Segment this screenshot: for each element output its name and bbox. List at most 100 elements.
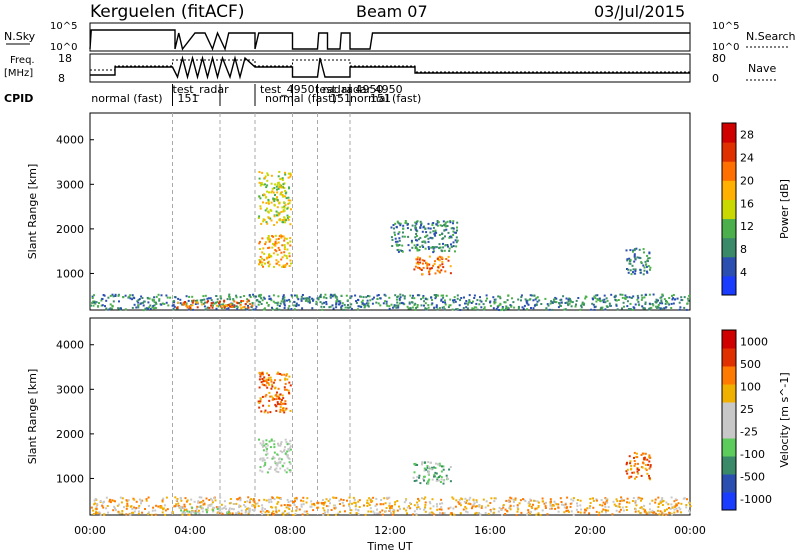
scatter-point — [649, 478, 652, 481]
scatter-point — [423, 259, 426, 262]
nave-label: Nave — [748, 62, 776, 75]
scatter-point — [657, 303, 660, 306]
scatter-point — [393, 304, 396, 307]
scatter-point — [368, 497, 371, 500]
scatter-point — [437, 221, 440, 224]
scatter-point — [659, 510, 662, 513]
scatter-point — [601, 299, 604, 302]
scatter-point — [415, 479, 418, 482]
scatter-point — [270, 505, 273, 508]
scatter-point — [503, 301, 506, 304]
scatter-point — [440, 506, 443, 509]
scatter-point — [235, 305, 238, 308]
x-tick-label: 12:00 — [374, 524, 406, 537]
scatter-point — [283, 251, 286, 254]
scatter-point — [662, 499, 665, 502]
scatter-point — [295, 305, 298, 308]
scatter-point — [191, 509, 194, 512]
scatter-point — [173, 301, 176, 304]
scatter-point — [518, 502, 521, 505]
scatter-point — [446, 476, 449, 479]
scatter-point — [262, 201, 264, 204]
scatter-point — [176, 504, 178, 507]
scatter-point — [263, 252, 266, 255]
scatter-point — [564, 503, 567, 506]
scatter-point — [229, 498, 232, 500]
scatter-point — [424, 297, 427, 300]
scatter-point — [253, 295, 255, 298]
scatter-point — [265, 202, 268, 205]
scatter-point — [538, 299, 541, 302]
scatter-point — [244, 501, 247, 503]
scatter-point — [646, 254, 649, 257]
scatter-point — [644, 293, 647, 296]
scatter-point — [151, 306, 154, 309]
scatter-point — [633, 248, 636, 251]
scatter-point — [476, 505, 479, 508]
scatter-point — [412, 476, 415, 479]
scatter-point — [274, 462, 277, 465]
scatter-point — [423, 479, 425, 482]
scatter-point — [135, 500, 138, 503]
y-tick-label: 3000 — [56, 178, 84, 191]
scatter-point — [348, 496, 351, 499]
scatter-point — [231, 512, 234, 515]
scatter-point — [444, 225, 447, 228]
scatter-point — [203, 298, 206, 301]
scatter-point — [135, 306, 138, 309]
scatter-point — [238, 512, 240, 515]
scatter-point — [451, 496, 454, 499]
scatter-point — [130, 505, 133, 508]
scatter-point — [537, 501, 540, 504]
scatter-point — [262, 220, 265, 223]
colorbar-frame — [721, 329, 737, 511]
scatter-point — [278, 264, 281, 267]
scatter-point — [523, 304, 526, 307]
scatter-point — [200, 505, 203, 508]
scatter-point — [283, 373, 286, 376]
scatter-point — [444, 303, 447, 306]
scatter-point — [430, 296, 433, 299]
scatter-point — [188, 308, 191, 311]
scatter-point — [467, 502, 470, 505]
scatter-point — [675, 504, 678, 507]
scatter-point — [419, 257, 422, 260]
scatter-point — [267, 404, 270, 407]
scatter-point — [179, 302, 182, 305]
scatter-point — [424, 503, 427, 506]
scatter-point — [287, 216, 289, 219]
scatter-point — [444, 301, 447, 304]
scatter-point — [358, 499, 361, 502]
scatter-point — [358, 506, 361, 508]
scatter-point — [430, 246, 433, 249]
scatter-point — [268, 246, 271, 249]
scatter-point — [323, 306, 326, 308]
scatter-point — [433, 263, 436, 265]
scatter-point — [269, 254, 272, 257]
scatter-point — [125, 513, 128, 516]
scatter-point — [633, 307, 636, 310]
scatter-point — [119, 496, 122, 499]
cpid-label-item: test_radar — [173, 83, 230, 96]
scatter-point — [267, 382, 270, 385]
scatter-point — [328, 306, 331, 309]
scatter-point — [269, 239, 272, 242]
scatter-point — [201, 510, 204, 513]
scatter-point — [553, 298, 556, 301]
scatter-point — [264, 262, 266, 265]
scatter-point — [435, 223, 438, 226]
scatter-point — [243, 504, 246, 506]
scatter-point — [90, 506, 93, 509]
scatter-point — [267, 511, 270, 514]
scatter-point — [619, 293, 622, 296]
scatter-point — [185, 295, 188, 298]
scatter-point — [270, 378, 273, 381]
scatter-point — [594, 294, 597, 297]
scatter-point — [553, 500, 556, 503]
scatter-point — [415, 239, 417, 242]
scatter-point — [259, 295, 262, 298]
scatter-point — [379, 304, 382, 307]
scatter-point — [595, 498, 598, 501]
scatter-point — [628, 501, 631, 504]
scatter-point — [634, 499, 637, 502]
